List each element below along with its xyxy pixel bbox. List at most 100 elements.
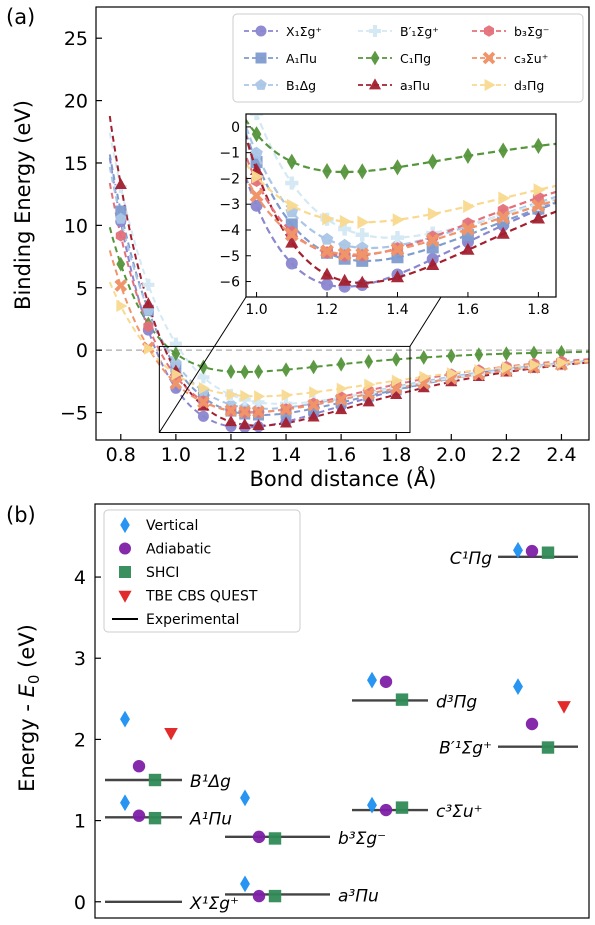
x-tick-label: 1.8: [381, 444, 411, 466]
point-series-7: [143, 320, 154, 333]
panel-b-ylabel: Energy - E0 (eV): [15, 624, 43, 792]
point-series-8: [279, 403, 293, 416]
inset-point-series-8: [249, 188, 264, 203]
x-tick-label: 1.2: [216, 444, 246, 466]
point-series-5: [391, 351, 401, 367]
inset-x-tick-label: 1.2: [316, 302, 338, 318]
inset-y-tick-label: −6: [219, 275, 240, 291]
point-series-6: [390, 388, 403, 400]
point-series-8: [362, 387, 375, 401]
legend-marker: [255, 78, 267, 90]
inset-y-tick-label: 0: [231, 120, 240, 136]
adiabatic-marker: [379, 803, 393, 817]
inset-x-tick-label: 1.6: [457, 302, 479, 318]
curve-series-9: [108, 281, 589, 398]
adiabatic-marker: [252, 889, 266, 903]
inset-point-series-5: [392, 159, 403, 176]
inset-point-series-8: [390, 242, 405, 257]
point-series-5: [199, 359, 208, 375]
inset-point-series-5: [357, 163, 368, 180]
shci-marker: [395, 801, 409, 814]
inset-point-series-6: [320, 267, 334, 280]
tbe-marker: [164, 727, 178, 741]
legend-marker: [368, 78, 382, 90]
inset-point-series-8: [461, 222, 475, 236]
legend-marker: [119, 542, 131, 555]
adiabatic-marker: [525, 717, 539, 731]
point-series-9: [391, 374, 403, 387]
legend-label: d₃Πg: [514, 78, 544, 93]
y-tick-label: 3: [74, 648, 86, 670]
legend-marker: [119, 566, 131, 578]
inset-x-tick-label: 1.0: [245, 302, 267, 318]
point-series-6: [307, 410, 320, 422]
state-label: B′¹Σg⁺: [439, 739, 492, 759]
shci-marker: [395, 693, 409, 706]
legend-label: Experimental: [146, 612, 239, 628]
inset-point-series-5: [498, 142, 508, 159]
inset-point-series-9: [463, 199, 476, 213]
inset-y-tick-label: −1: [219, 146, 240, 162]
point-series-6: [224, 415, 238, 427]
legend-label: B₁Δg: [286, 78, 316, 93]
adiabatic-marker: [525, 544, 539, 558]
panel-b: (b) Energy - E0 (eV) 0 1 2 3 4 X¹Σg⁺ A¹Πu B¹Δg…: [6, 503, 590, 919]
inset-curve-series-4: [255, 114, 556, 239]
panel-a-axes: [95, 6, 590, 441]
panel-a: (a) Binding Energy (eV) Bond distance (Å…: [6, 5, 590, 491]
point-series-9: [116, 299, 128, 313]
state-label: A¹Πu: [189, 809, 232, 829]
inset-point-series-5: [322, 163, 332, 180]
inset-point-series-8: [496, 210, 511, 225]
legend-marker: [370, 50, 380, 66]
point-series-9: [501, 361, 513, 374]
shci-marker: [268, 889, 282, 903]
point-series-5: [529, 345, 539, 361]
inset-point-series-4: [390, 230, 405, 245]
zoom-connector: [158, 296, 247, 433]
inset-point-series-6: [531, 211, 545, 224]
panel-a-xlabel: Bond distance (Å): [250, 465, 437, 491]
inset-point-series-9: [498, 191, 511, 205]
vertical-marker: [240, 789, 250, 807]
inset-point-series-1: [250, 199, 263, 212]
legend-label: A₁Πu: [286, 51, 317, 66]
state-label: a³Πu: [338, 886, 379, 906]
inset-point-series-6: [390, 270, 405, 283]
adiabatic-marker: [132, 760, 146, 773]
point-series-9: [474, 364, 486, 377]
legend-label: c₃Σu⁺: [514, 51, 548, 66]
inset-curve-series-2: [246, 130, 556, 262]
point-series-8: [169, 377, 183, 390]
inset-point-series-6: [461, 242, 475, 255]
legend-marker: [484, 78, 496, 92]
point-series-3: [115, 212, 127, 224]
inset-point-series-8: [284, 227, 299, 242]
vertical-marker: [513, 541, 523, 559]
legend-label: C₁Πg: [400, 51, 431, 66]
inset-point-series-5: [339, 163, 350, 181]
point-series-9: [254, 390, 266, 403]
y-tick-label: 20: [64, 91, 88, 113]
adiabatic-marker: [379, 675, 393, 688]
point-series-5: [226, 364, 236, 379]
state-label: b³Σg⁻: [338, 829, 386, 849]
inset-point-series-2: [285, 218, 298, 231]
point-series-8: [197, 395, 210, 409]
inset-point-series-3: [250, 146, 263, 159]
legend-label: a₃Πu: [400, 78, 430, 93]
y-tick-label: 15: [64, 153, 88, 175]
inset-point-series-1: [285, 257, 298, 270]
inset-point-series-8: [337, 247, 352, 261]
y-tick-label: −5: [60, 403, 88, 425]
inset-point-series-3: [338, 238, 351, 251]
vertical-marker: [367, 671, 377, 689]
point-series-5: [364, 354, 374, 370]
x-tick-label: 2.4: [546, 444, 576, 466]
inset-point-series-2: [391, 251, 404, 264]
point-series-9: [226, 388, 238, 401]
y-tick-label: 25: [64, 28, 88, 50]
point-series-5: [309, 359, 318, 375]
state-label: C¹Πg: [450, 549, 492, 569]
y-tick-label: 5: [76, 278, 88, 300]
